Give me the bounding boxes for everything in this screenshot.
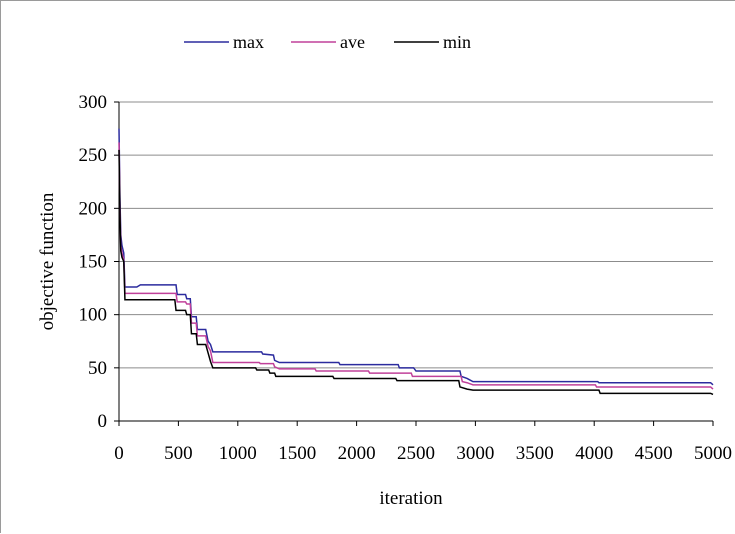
x-tick-label: 4500 bbox=[635, 443, 673, 464]
legend-label-min: min bbox=[443, 32, 471, 52]
legend-label-max: max bbox=[233, 32, 264, 52]
gridlines bbox=[119, 101, 713, 369]
y-tick-label: 100 bbox=[79, 305, 108, 326]
axes bbox=[114, 101, 714, 426]
x-tick-label: 2500 bbox=[397, 443, 435, 464]
x-tick-label: 1500 bbox=[278, 443, 316, 464]
series-line-max bbox=[118, 128, 714, 386]
x-tick-label: 0 bbox=[114, 443, 124, 464]
y-tick-label: 250 bbox=[79, 145, 108, 166]
x-tick-label: 3000 bbox=[456, 443, 494, 464]
legend: max ave min bbox=[184, 32, 471, 52]
y-axis-title: objective function bbox=[37, 192, 58, 330]
x-axis-title: iteration bbox=[379, 488, 443, 509]
y-tick-label: 150 bbox=[79, 252, 108, 273]
y-tick-label: 300 bbox=[79, 92, 108, 113]
x-tick-label: 500 bbox=[164, 443, 193, 464]
y-tick-label: 200 bbox=[79, 198, 108, 219]
series-line-ave bbox=[118, 142, 714, 390]
x-tick-label: 4000 bbox=[575, 443, 613, 464]
series-line-min bbox=[118, 149, 714, 396]
x-tick-label: 5000 bbox=[694, 443, 732, 464]
x-tick-label: 3500 bbox=[516, 443, 554, 464]
x-tick-label: 2000 bbox=[338, 443, 376, 464]
series-lines bbox=[118, 128, 714, 396]
x-tick-label: 1000 bbox=[219, 443, 257, 464]
y-tick-label: 50 bbox=[88, 358, 107, 379]
legend-label-ave: ave bbox=[340, 32, 365, 52]
y-tick-label: 0 bbox=[98, 411, 108, 432]
